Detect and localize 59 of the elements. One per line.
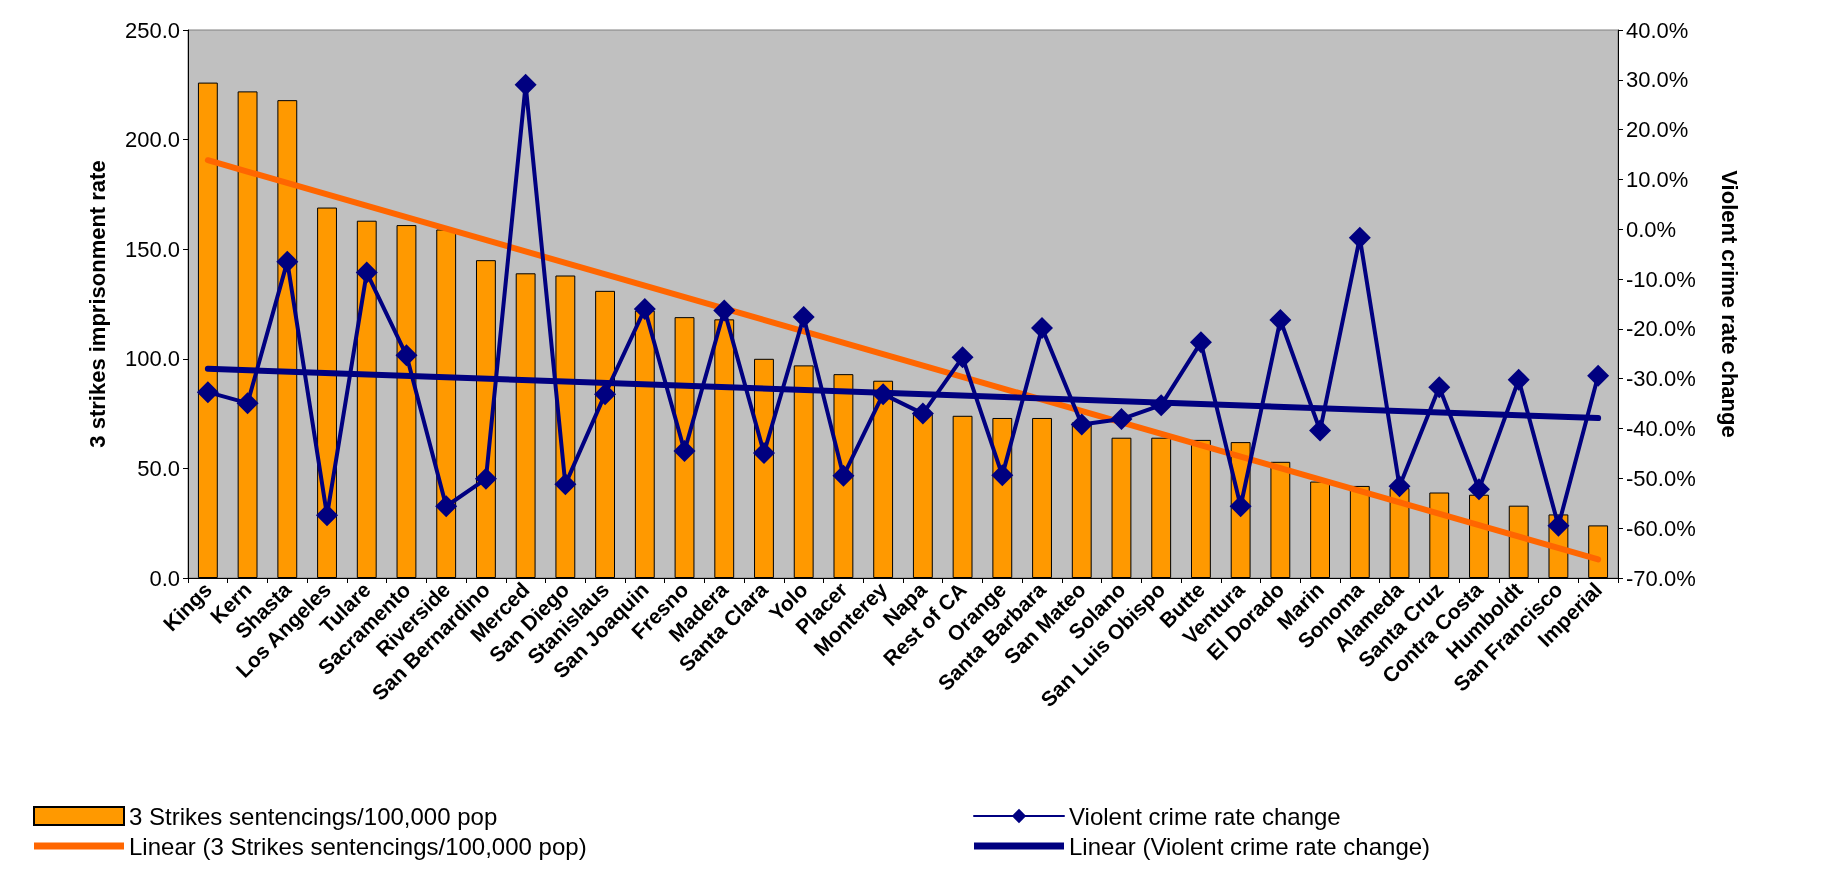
- point: [1269, 308, 1292, 331]
- y2-tick-label: -60.0%: [1626, 515, 1696, 541]
- legend-label: Violent crime rate change: [1069, 802, 1341, 830]
- y2-tick-label: -20.0%: [1626, 316, 1696, 342]
- point: [1507, 368, 1530, 391]
- point: [1388, 475, 1411, 498]
- point: [196, 381, 219, 404]
- y-axis-title: 3 strikes imprisonment rate: [84, 160, 110, 448]
- point: [673, 439, 696, 462]
- legend-label: Linear (Violent crime rate change): [1069, 832, 1431, 860]
- point: [514, 73, 537, 96]
- y-tick-label: 100.0: [124, 346, 180, 372]
- point: [1309, 419, 1332, 442]
- y-tick-label: 0.0: [149, 565, 180, 591]
- point: [951, 346, 974, 369]
- point: [1031, 316, 1054, 339]
- point: [355, 261, 378, 284]
- y2-tick-label: -50.0%: [1626, 465, 1696, 491]
- y2-tick-label: 40.0%: [1626, 17, 1689, 43]
- point: [594, 383, 617, 406]
- point: [1070, 413, 1093, 436]
- y2-tick-label: -10.0%: [1626, 266, 1696, 292]
- point: [792, 305, 815, 328]
- y2-tick-label: 0.0%: [1626, 216, 1677, 242]
- point: [1428, 376, 1451, 399]
- point: [435, 495, 458, 518]
- y2-axis-title: Violent crime rate change: [1716, 170, 1742, 438]
- y2-tick-label: -30.0%: [1626, 366, 1696, 392]
- y-tick-label: 150.0: [124, 236, 180, 262]
- point: [276, 250, 299, 273]
- point: [991, 464, 1014, 487]
- y2-tick-label: -70.0%: [1626, 565, 1696, 591]
- point: [1547, 514, 1570, 537]
- y-tick-label: 250.0: [124, 17, 180, 43]
- point: [832, 464, 855, 487]
- point: [474, 467, 497, 490]
- y2-tick-label: 10.0%: [1626, 166, 1689, 192]
- point: [1150, 394, 1173, 417]
- point: [1229, 495, 1252, 518]
- point: [316, 504, 339, 527]
- y-tick-label: 200.0: [124, 127, 180, 153]
- point: [236, 392, 259, 415]
- point: [395, 344, 418, 367]
- point: [713, 299, 736, 322]
- point: [1587, 364, 1610, 387]
- point: [554, 473, 577, 496]
- y2-tick-label: 20.0%: [1626, 117, 1689, 143]
- point: [752, 441, 775, 464]
- legend-label: 3 Strikes sentencings/100,000 pop: [129, 802, 498, 830]
- point: [1348, 226, 1371, 249]
- point: [1467, 478, 1490, 501]
- point: [1110, 408, 1133, 431]
- y2-tick-label: -40.0%: [1626, 416, 1696, 442]
- point: [911, 402, 934, 425]
- point: [633, 297, 656, 320]
- point: [1189, 331, 1212, 354]
- y-tick-label: 50.0: [137, 455, 180, 481]
- legend-label: Linear (3 Strikes sentencings/100,000 pop): [129, 832, 587, 860]
- y2-tick-label: 30.0%: [1626, 67, 1689, 93]
